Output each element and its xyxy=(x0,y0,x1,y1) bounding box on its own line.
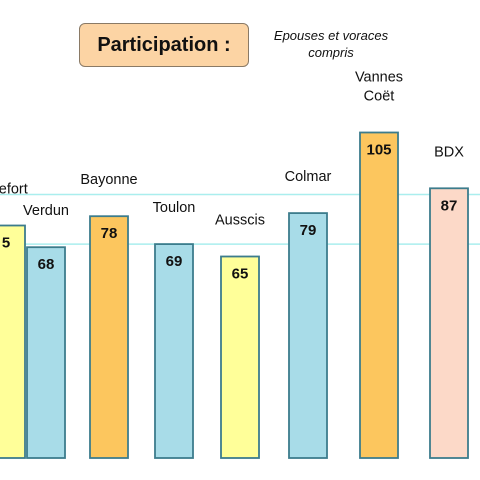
value-label: 65 xyxy=(232,266,249,283)
bar xyxy=(26,246,66,459)
value-label: 79 xyxy=(300,222,317,239)
chart-title: Participation : xyxy=(79,23,249,67)
category-label: Toulon xyxy=(153,200,196,216)
category-label: …efort xyxy=(0,182,28,198)
subtitle-line: compris xyxy=(308,45,354,60)
bar xyxy=(0,224,26,459)
value-label: 68 xyxy=(38,256,55,273)
value-label: 69 xyxy=(166,253,183,270)
bar xyxy=(89,215,129,459)
category-label: BDX xyxy=(434,144,464,160)
category-label: Bayonne xyxy=(80,172,137,188)
category-label: Verdun xyxy=(23,203,69,219)
value-label: 87 xyxy=(441,197,458,214)
subtitle-line: Epouses et voraces xyxy=(273,28,389,43)
bar xyxy=(429,187,469,459)
category-label: Vannes xyxy=(355,70,403,86)
bar xyxy=(154,243,194,459)
bar xyxy=(359,131,399,459)
category-label: Ausscis xyxy=(215,213,265,229)
category-label: Coët xyxy=(364,89,395,105)
bar xyxy=(288,212,328,459)
value-label: 5 xyxy=(2,235,10,252)
value-label: 78 xyxy=(101,225,118,242)
chart-subtitle: Epouses et voraces compris xyxy=(258,27,404,61)
bar xyxy=(220,255,260,459)
value-label: 105 xyxy=(366,142,391,159)
category-label: Colmar xyxy=(285,169,332,185)
